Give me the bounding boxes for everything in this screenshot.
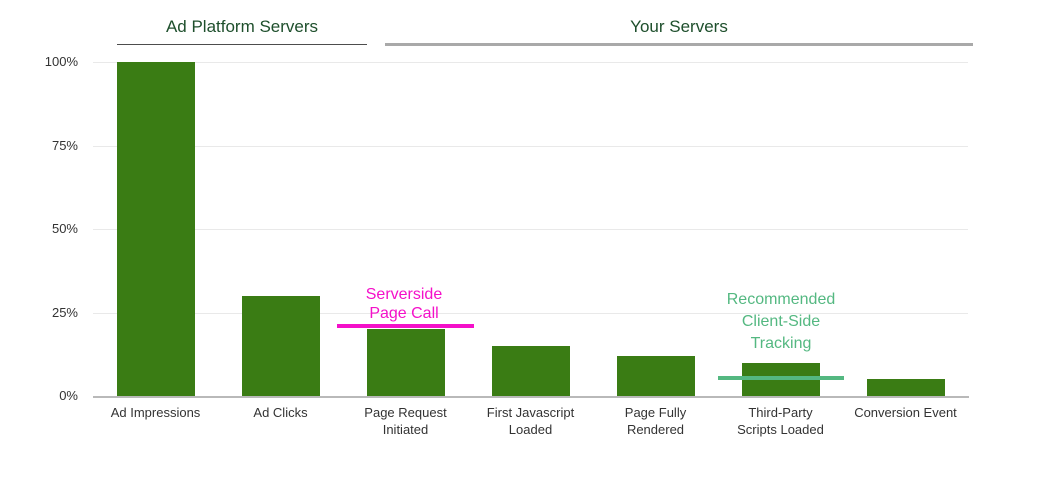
annotation-marker-line — [717, 375, 844, 380]
x-label-line: Third-Party — [748, 405, 813, 420]
annotation-line-text: Serverside — [365, 286, 443, 303]
chart-bar — [241, 295, 320, 396]
y-tick-label: 75% — [51, 137, 78, 153]
x-label-line: Rendered — [626, 422, 685, 437]
x-label-line: Ad Impressions — [110, 405, 201, 420]
x-label-line: Page Request — [364, 405, 447, 420]
y-tick-label: 100% — [44, 54, 78, 69]
y-tick-label: 25% — [51, 304, 78, 320]
chart-bar — [866, 379, 945, 396]
x-label-line: Ad Clicks — [253, 405, 308, 420]
gridline — [93, 229, 968, 230]
x-axis-label: Page Fully Rendered — [593, 404, 718, 438]
x-axis-label: Ad Clicks — [218, 404, 343, 421]
chart-bar — [616, 355, 695, 396]
chart-bar — [116, 62, 195, 396]
x-label-line: Page Fully — [624, 405, 687, 420]
section-header-your-servers: Your Servers — [385, 17, 973, 46]
annotation-line-text: Tracking — [750, 335, 812, 352]
x-label-line: First Javascript — [486, 405, 575, 420]
annotation-line-text: Page Call — [369, 305, 439, 322]
x-label-line: Conversion Event — [854, 405, 957, 420]
annotation-marker-line — [337, 323, 474, 328]
chart-bar — [491, 345, 570, 396]
x-label-line: Scripts Loaded — [737, 422, 824, 437]
gridline — [93, 312, 968, 314]
gridline — [93, 62, 968, 63]
annotation-serverside-page-call: Serverside Page Call — [329, 285, 479, 323]
x-axis-label: Third-Party Scripts Loaded — [718, 404, 843, 438]
y-tick-label: 0% — [59, 388, 78, 403]
gridline — [93, 145, 968, 147]
annotation-line-text: Client-Side — [741, 313, 821, 330]
x-label-line: Loaded — [508, 422, 553, 437]
x-axis-label: Ad Impressions — [93, 404, 218, 421]
x-label-line: Initiated — [382, 422, 429, 437]
x-axis-label: Conversion Event — [843, 404, 968, 421]
y-tick-label: 50% — [51, 221, 78, 236]
chart-bar — [366, 329, 445, 396]
annotation-recommended-client-side-tracking: Recommended Client-Side Tracking — [706, 289, 856, 355]
x-axis-line — [93, 396, 969, 398]
annotation-line-text: Recommended — [726, 291, 836, 308]
x-axis-label: First Javascript Loaded — [468, 404, 593, 438]
section-header-ad-platform-servers: Ad Platform Servers — [117, 17, 367, 45]
x-axis-label: Page Request Initiated — [343, 404, 468, 438]
